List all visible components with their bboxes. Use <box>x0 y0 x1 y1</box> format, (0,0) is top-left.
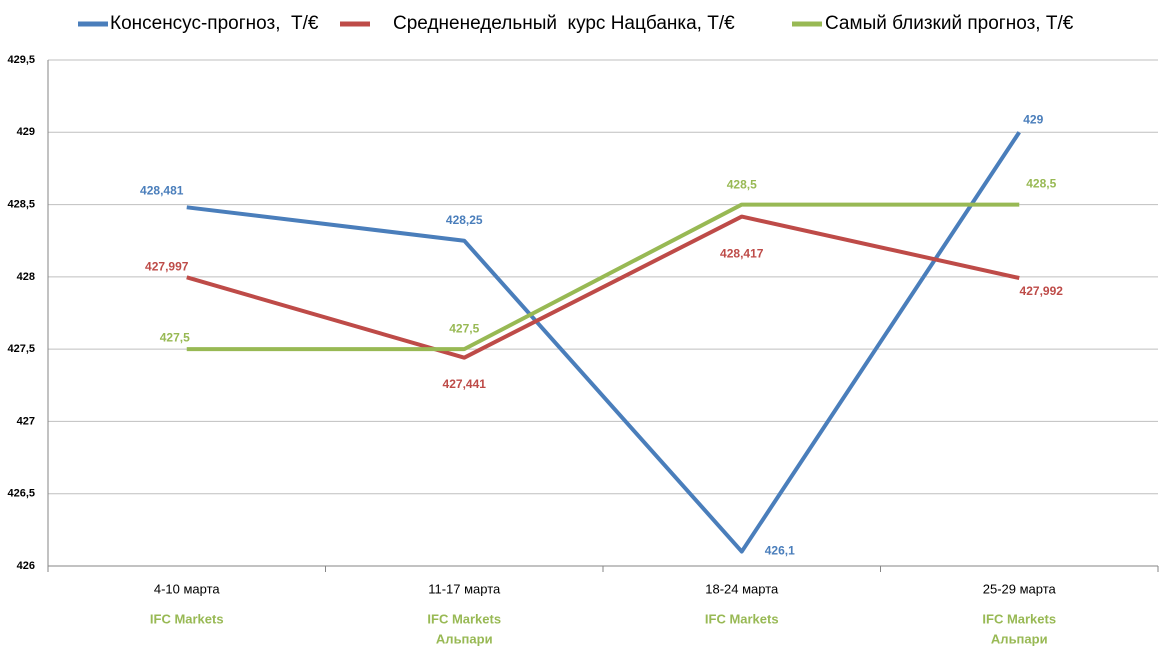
y-tick-label: 427,5 <box>7 343 35 355</box>
x-tick-label: 11-17 марта <box>428 581 501 596</box>
category-note: IFC Markets <box>150 611 224 626</box>
y-tick-label: 428,5 <box>7 198 35 210</box>
data-label: 427,992 <box>1020 284 1064 298</box>
y-tick-label: 426,5 <box>7 488 35 500</box>
data-label: 427,5 <box>449 321 479 335</box>
x-tick-label: 25-29 марта <box>983 581 1057 596</box>
category-note: Альпари <box>436 631 493 646</box>
x-tick-label: 4-10 марта <box>154 581 221 596</box>
category-note: IFC Markets <box>705 611 779 626</box>
data-label: 428,481 <box>140 183 184 197</box>
data-label: 428,25 <box>446 213 483 227</box>
data-label: 427,5 <box>160 330 190 344</box>
data-label: 426,1 <box>765 544 795 558</box>
y-tick-label: 429 <box>17 126 35 138</box>
series-line <box>186 214 1020 360</box>
data-label: 429 <box>1023 112 1043 126</box>
legend-label: Консенсус-прогноз, Т/€ <box>110 13 319 34</box>
series-line <box>186 202 1020 352</box>
y-tick-label: 427 <box>17 415 35 427</box>
y-tick-label: 426 <box>17 560 35 572</box>
series-line <box>186 131 1021 554</box>
category-note: Альпари <box>991 631 1048 646</box>
y-tick-label: 429,5 <box>7 54 35 66</box>
category-note: IFC Markets <box>427 611 501 626</box>
y-tick-label: 428 <box>17 271 35 283</box>
data-label: 428,417 <box>720 247 764 261</box>
data-label: 428,5 <box>1026 177 1056 191</box>
legend-label: Средненедельный курс Нацбанка, Т/€ <box>393 13 735 34</box>
data-label: 428,5 <box>727 178 757 192</box>
category-note: IFC Markets <box>982 611 1056 626</box>
legend-label: Самый близкий прогноз, Т/€ <box>825 13 1074 34</box>
x-tick-label: 18-24 марта <box>705 581 779 596</box>
data-label: 427,441 <box>443 377 487 391</box>
data-label: 427,997 <box>145 259 189 273</box>
